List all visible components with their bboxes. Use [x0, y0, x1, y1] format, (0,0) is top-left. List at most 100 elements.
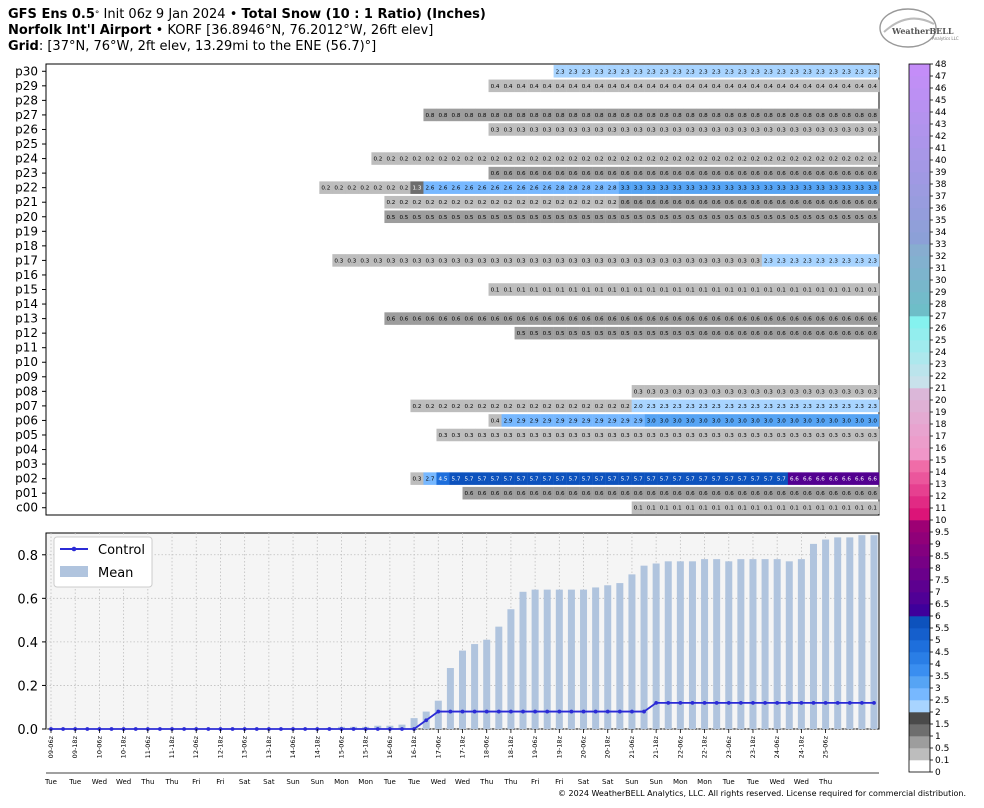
- cell-label-p27-57: 0.8: [790, 113, 799, 119]
- init-time: Init 06z 9 Jan 2024 •: [99, 7, 242, 22]
- xtick-label-17-18z: 17-18z: [459, 735, 467, 758]
- mean-bar-48: [628, 574, 636, 729]
- cell-p13-57: [787, 312, 802, 325]
- colorbar-swatch-21: [909, 376, 930, 389]
- cell-label-p21-40: 0.2: [569, 200, 578, 206]
- cell-label-p17-60: 2.3: [829, 258, 838, 264]
- cell-p07-35: [501, 399, 515, 413]
- cell-p13-35: [501, 312, 515, 325]
- cell-p07-52: [722, 399, 737, 413]
- cell-p21-58: [800, 195, 815, 209]
- colorbar-swatch-35: [909, 208, 930, 221]
- cell-p21-50: [696, 195, 710, 209]
- cell-label-p02-56: 5.7: [777, 477, 786, 483]
- cell-label-c00-61: 0.1: [842, 506, 851, 512]
- cell-label-p06-41: 2.9: [582, 418, 591, 424]
- cell-label-c00-52: 0.1: [725, 506, 734, 512]
- cell-label-p29-45: 0.4: [634, 84, 643, 90]
- xtick-label-18-06z: 18-06z: [483, 735, 491, 758]
- control-point-7: [133, 727, 138, 731]
- day-label-19: Thu: [503, 778, 517, 786]
- cell-label-p23-61: 0.6: [842, 171, 851, 177]
- cell-p22-33: [475, 181, 489, 194]
- cell-label-p26-44: 0.3: [621, 127, 630, 133]
- cell-label-p26-48: 0.3: [673, 127, 682, 133]
- mean-bar-57: [737, 559, 745, 729]
- cell-p24-45: [631, 152, 645, 165]
- cell-p02-42: [592, 472, 606, 485]
- cell-p30-51: [709, 65, 724, 78]
- cell-p26-44: [618, 123, 632, 136]
- model-name: GFS Ens 0.5: [8, 7, 95, 22]
- cell-p15-61: [839, 283, 854, 296]
- cell-label-p12-57: 0.6: [790, 331, 799, 337]
- colorbar-label-5.5: 5.5: [935, 624, 949, 634]
- row-label-p22: p22: [15, 181, 38, 195]
- cell-label-p30-45: 2.3: [634, 69, 643, 75]
- cell-p20-32: [462, 210, 476, 224]
- cell-label-p01-39: 0.6: [556, 491, 565, 497]
- cell-p07-41: [579, 399, 593, 413]
- cell-label-p29-41: 0.4: [582, 84, 591, 90]
- ytick-label-0.4: 0.4: [17, 636, 38, 651]
- cell-label-p23-52: 0.6: [725, 171, 734, 177]
- cell-p15-56: [774, 283, 789, 296]
- cell-label-p13-57: 0.6: [790, 317, 799, 323]
- cell-p20-45: [631, 210, 645, 224]
- cell-label-p17-43: 0.3: [608, 258, 617, 264]
- cell-label-p13-44: 0.6: [621, 317, 630, 323]
- cell-p07-55: [761, 399, 776, 413]
- row-label-p16: p16: [15, 268, 38, 282]
- cell-p22-22: [332, 181, 346, 194]
- cell-p27-51: [709, 108, 724, 122]
- cell-label-p12-61: 0.6: [842, 331, 851, 337]
- cell-p26-62: [852, 123, 867, 136]
- cell-label-p24-42: 0.2: [595, 157, 604, 163]
- copyright-notice: © 2024 WeatherBELL Analytics, LLC. All r…: [558, 789, 966, 798]
- cell-p15-63: [865, 283, 880, 296]
- cell-p20-56: [774, 210, 789, 224]
- cell-label-p20-29: 0.5: [426, 215, 435, 221]
- row-label-p03: p03: [15, 457, 38, 471]
- cell-label-p22-44: 3.3: [621, 186, 630, 192]
- cell-p23-63: [865, 166, 880, 180]
- cell-p29-38: [540, 79, 554, 93]
- cell-c00-47: [657, 501, 671, 514]
- cell-label-p13-55: 0.6: [764, 317, 773, 323]
- cell-label-c00-48: 0.1: [673, 506, 682, 512]
- cell-p27-42: [592, 108, 606, 122]
- cell-label-p06-57: 3.0: [790, 418, 799, 424]
- cell-label-p20-51: 0.5: [712, 215, 721, 221]
- cell-label-p01-61: 0.6: [842, 491, 851, 497]
- cell-p01-52: [722, 486, 737, 500]
- day-label-5: Thu: [164, 778, 178, 786]
- cell-p20-51: [709, 210, 724, 224]
- cell-label-p12-59: 0.6: [816, 331, 825, 337]
- cell-label-p23-36: 0.6: [517, 171, 526, 177]
- cell-label-p02-58: 6.6: [803, 477, 812, 483]
- cell-label-p21-53: 0.6: [738, 200, 747, 206]
- cell-p15-52: [722, 283, 737, 296]
- cell-p06-37: [527, 414, 541, 427]
- cell-p30-54: [748, 65, 763, 78]
- cell-label-p24-30: 0.2: [439, 157, 448, 163]
- xtick-label-18-18z: 18-18z: [507, 735, 515, 758]
- cell-p05-44: [618, 428, 632, 442]
- cell-label-p07-34: 0.2: [491, 404, 500, 410]
- cell-label-p23-60: 0.6: [829, 171, 838, 177]
- row-label-p14: p14: [15, 297, 38, 311]
- day-label-1: Tue: [68, 778, 81, 786]
- cell-p17-51: [709, 254, 724, 267]
- colorbar-label-1: 1: [935, 732, 941, 742]
- cell-label-p30-41: 2.3: [582, 69, 591, 75]
- cell-label-p30-55: 2.3: [764, 69, 773, 75]
- cell-label-p07-52: 2.3: [725, 404, 734, 410]
- cell-p27-32: [462, 108, 476, 122]
- cell-label-p07-33: 0.2: [478, 404, 487, 410]
- cell-label-p27-38: 0.8: [543, 113, 552, 119]
- cell-p02-56: [774, 472, 789, 485]
- cell-label-p29-34: 0.4: [491, 84, 500, 90]
- cell-label-p01-46: 0.6: [647, 491, 656, 497]
- cell-label-p27-55: 0.8: [764, 113, 773, 119]
- colorbar-label-36: 36: [935, 204, 947, 214]
